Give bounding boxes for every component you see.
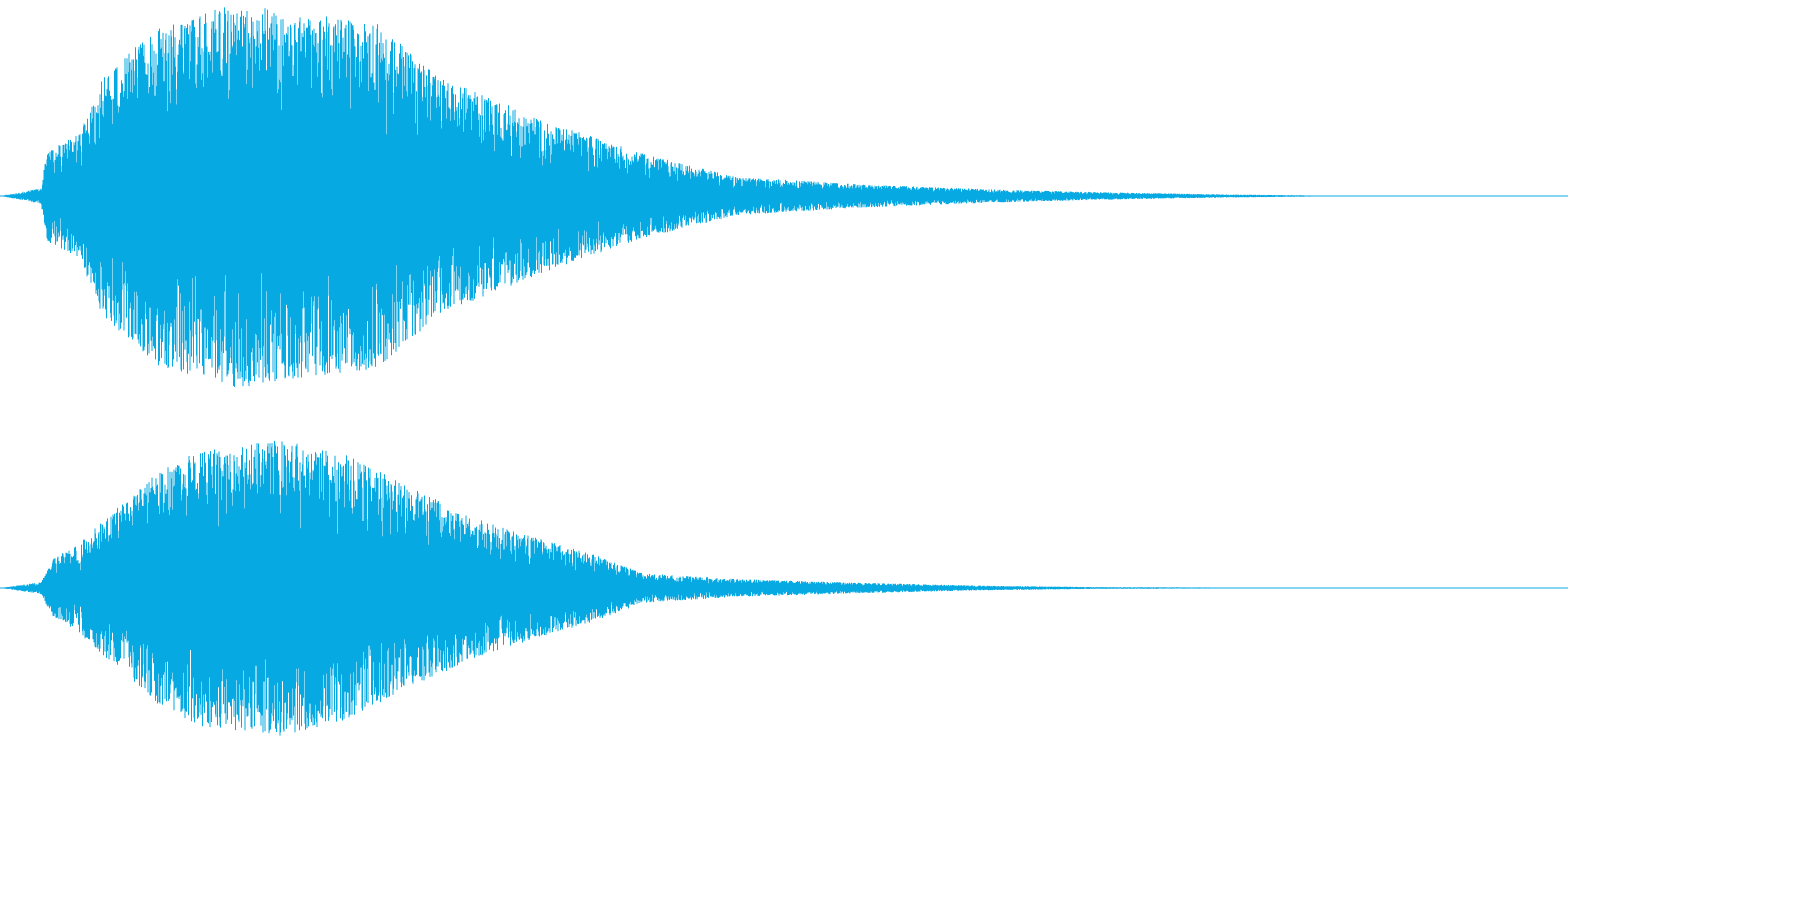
channel-right-samples (0, 440, 1283, 736)
channel-right-waveform (0, 440, 1568, 736)
channel-left-waveform (0, 7, 1568, 387)
waveform-display (0, 7, 1568, 736)
waveform-view (0, 7, 1568, 736)
channel-left-samples (0, 7, 1331, 387)
